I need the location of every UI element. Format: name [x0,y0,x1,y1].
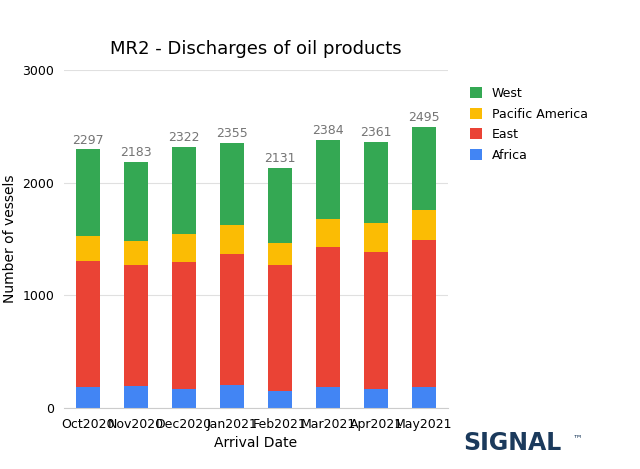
Bar [76,386,100,408]
Bar [412,387,436,408]
Bar [172,262,196,389]
Bar [220,225,244,254]
Bar [76,150,100,236]
Text: 2495: 2495 [408,111,440,124]
Bar [412,211,436,240]
Text: ™: ™ [573,433,582,443]
Text: 2361: 2361 [360,127,392,139]
Y-axis label: Number of vessels: Number of vessels [3,175,17,303]
Bar [172,234,196,262]
Bar [76,261,100,386]
Bar [316,387,340,408]
Bar [364,223,388,251]
Bar [172,389,196,408]
Bar [124,265,148,386]
Bar [316,219,340,247]
Bar [268,168,292,243]
Bar [412,127,436,211]
Bar [364,389,388,408]
Bar [268,391,292,408]
Text: 2183: 2183 [120,146,152,159]
Bar [412,240,436,387]
Bar [316,140,340,219]
Text: 2131: 2131 [264,152,296,166]
Bar [268,265,292,391]
Bar [220,143,244,225]
Bar [268,243,292,265]
Text: SIGNAL: SIGNAL [463,431,561,455]
Title: MR2 - Discharges of oil products: MR2 - Discharges of oil products [110,40,402,58]
Bar [76,236,100,261]
X-axis label: Arrival Date: Arrival Date [214,436,298,450]
Bar [364,251,388,389]
Bar [124,242,148,265]
Text: 2355: 2355 [216,127,248,140]
Bar [220,385,244,408]
Bar [124,386,148,408]
Bar [220,254,244,385]
Bar [172,147,196,234]
Bar [124,162,148,242]
Text: 2322: 2322 [168,131,200,144]
Legend: West, Pacific America, East, Africa: West, Pacific America, East, Africa [466,83,592,166]
Text: 2297: 2297 [72,134,104,147]
Bar [316,247,340,387]
Text: 2384: 2384 [312,124,344,137]
Bar [364,142,388,223]
